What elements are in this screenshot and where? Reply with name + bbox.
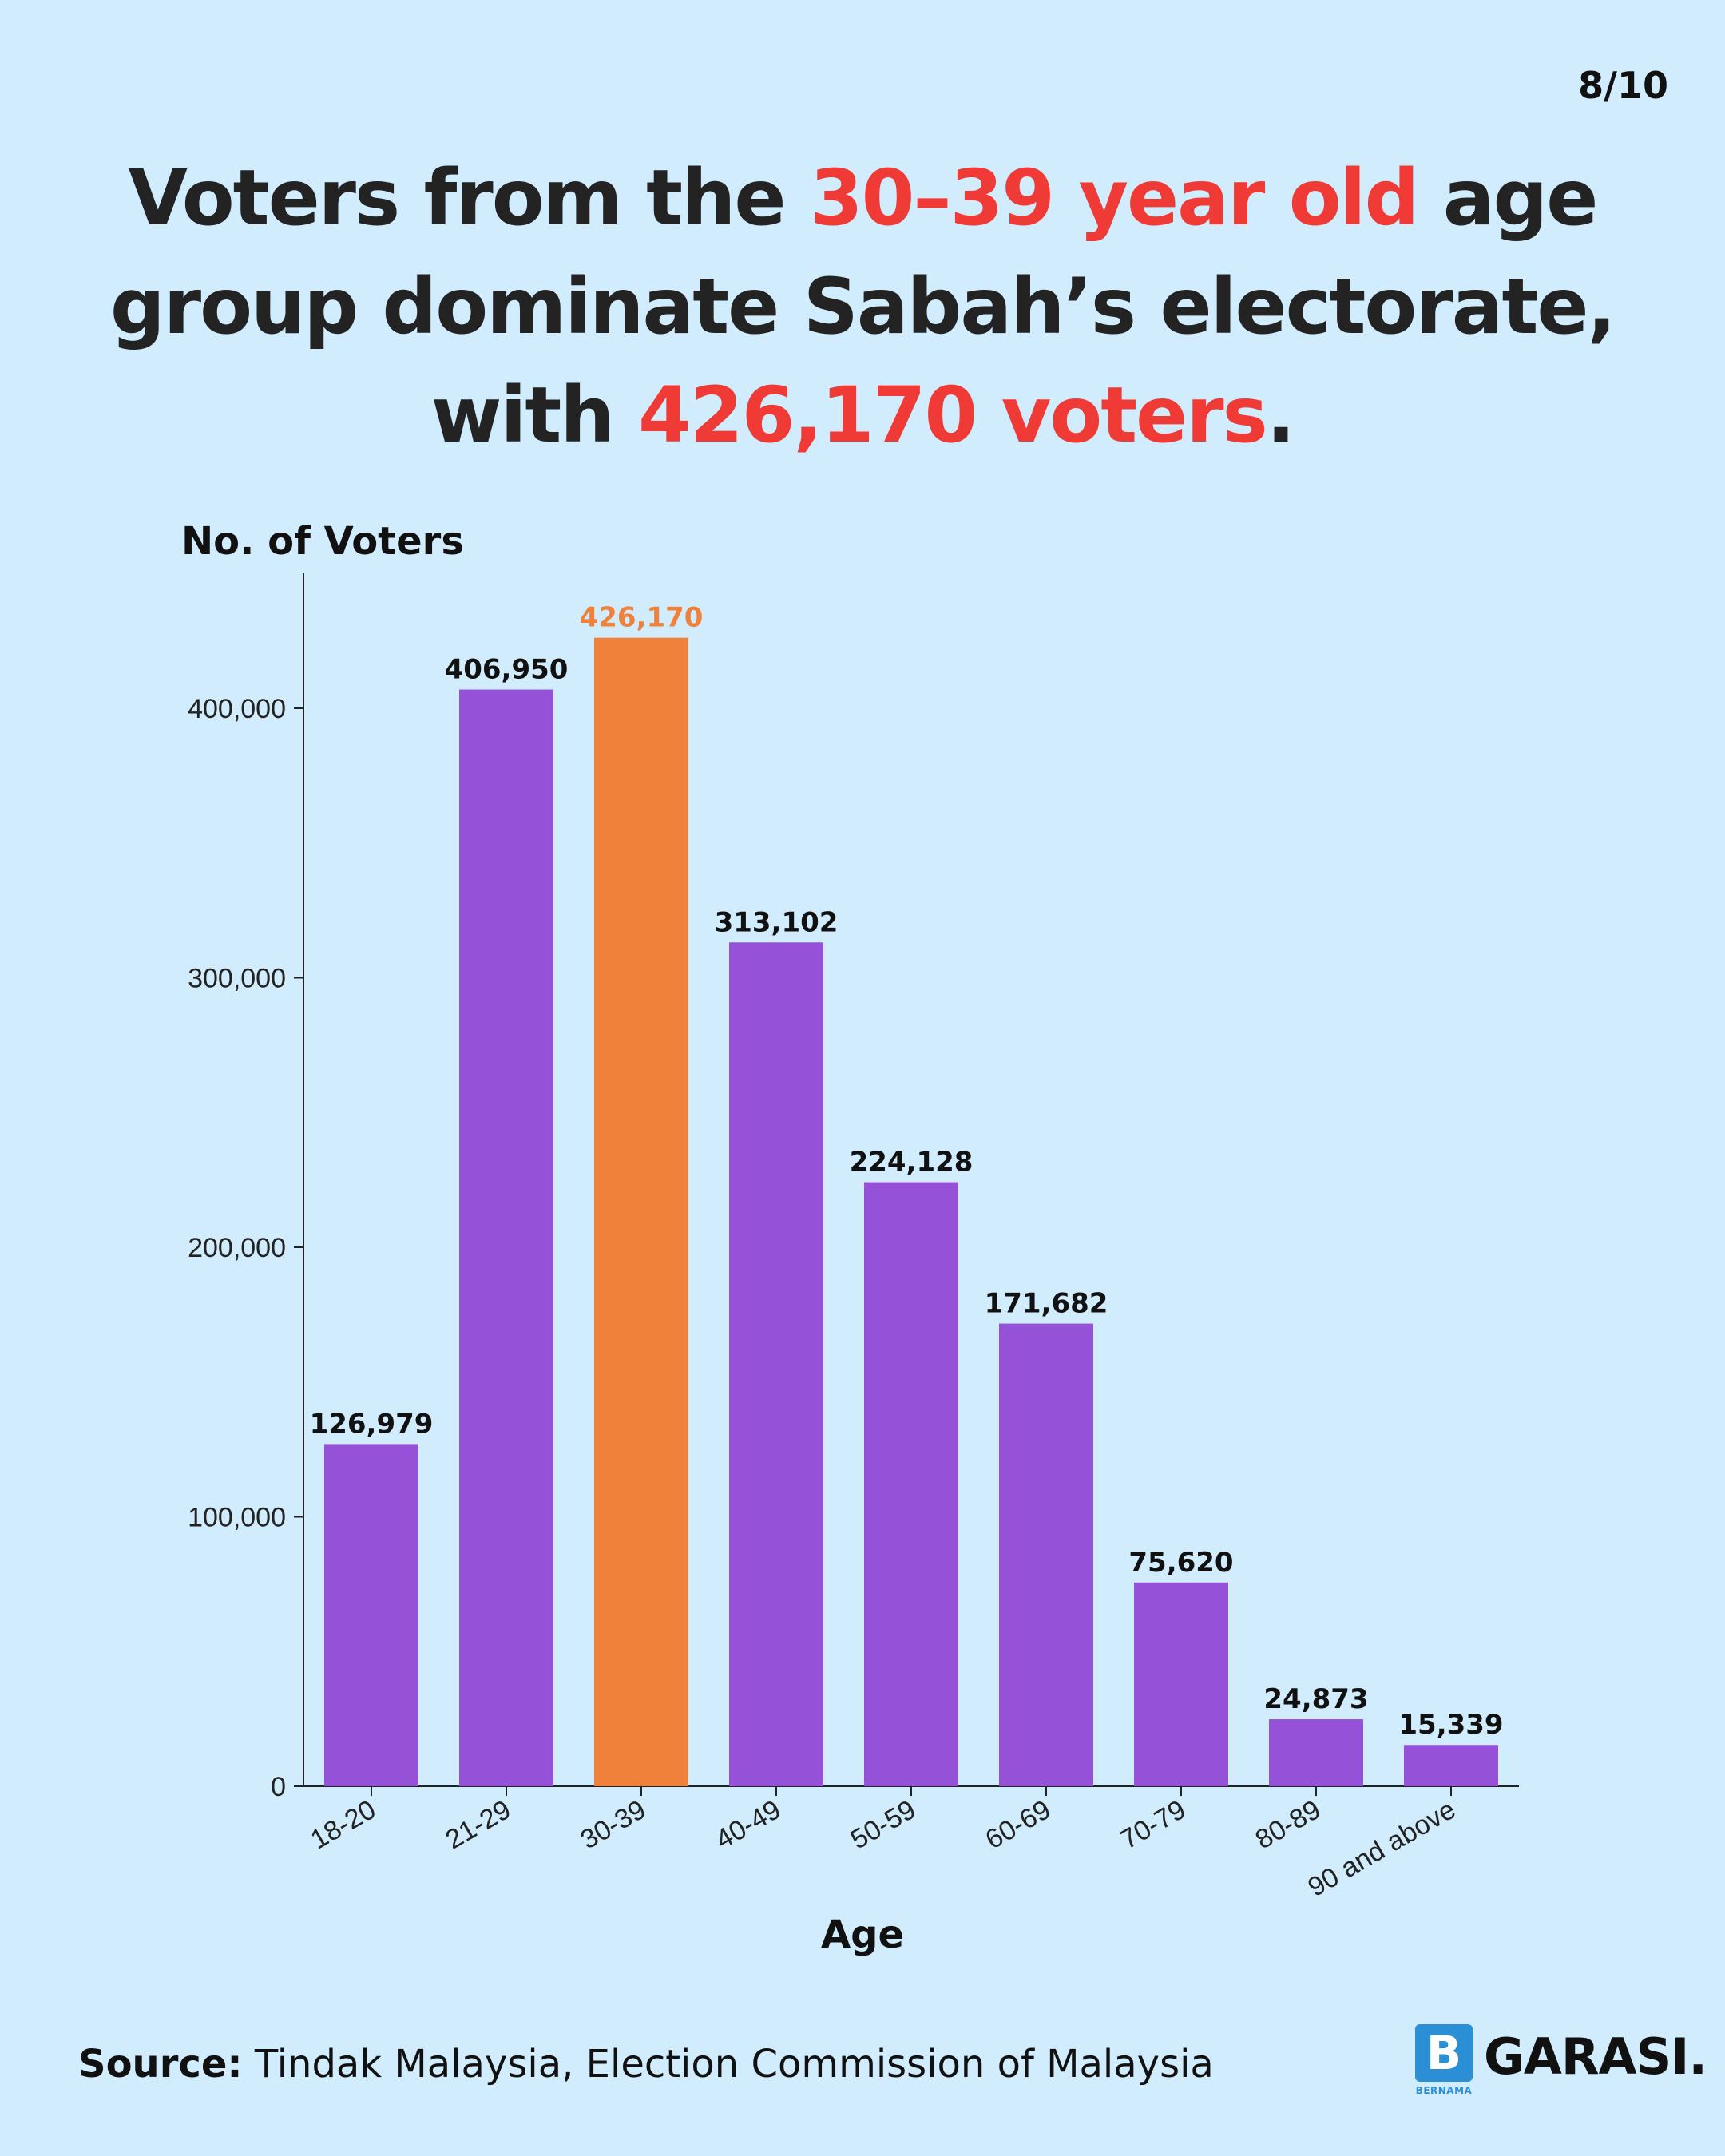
source-label: Source:: [78, 2042, 243, 2087]
x-tick-label: 60-69: [981, 1794, 1056, 1855]
x-tick-label: 50-59: [846, 1794, 921, 1855]
bar-value-label: 75,620: [1128, 1547, 1233, 1579]
source-note: Source: Tindak Malaysia, Election Commis…: [78, 2042, 1214, 2087]
bar-value-label: 406,950: [445, 654, 569, 686]
bar-value-label: 426,170: [580, 602, 704, 634]
source-text: Tindak Malaysia, Election Commission of …: [242, 2042, 1214, 2087]
bar-value-label: 24,873: [1263, 1683, 1368, 1715]
y-tick-label: 0: [271, 1772, 286, 1802]
x-tick-label: 40-49: [711, 1794, 786, 1855]
garasi-wordmark: GARASI.: [1484, 2027, 1707, 2086]
bar-value-label: 171,682: [985, 1288, 1108, 1320]
chart-title: Voters from the 30–39 year old age group…: [64, 144, 1661, 470]
bar-90-and-above: [1404, 1745, 1498, 1786]
bar-30-39: [594, 637, 688, 1786]
y-tick-label: 300,000: [188, 964, 286, 994]
x-tick-label: 90 and above: [1303, 1794, 1461, 1903]
bar-60-69: [999, 1323, 1093, 1786]
title-highlight-age-group: 30–39 year old: [809, 153, 1419, 243]
y-tick-label: 400,000: [188, 694, 286, 724]
title-highlight-voter-count: 426,170 voters: [638, 371, 1268, 460]
y-axis-label: No. of Voters: [181, 519, 464, 564]
x-tick-label: 21-29: [441, 1794, 516, 1855]
bar-value-label: 313,102: [715, 906, 839, 938]
x-tick-label: 30-39: [576, 1794, 651, 1855]
bar-21-29: [459, 689, 553, 1787]
bernama-logo-icon: B: [1415, 2024, 1473, 2082]
bar-40-49: [729, 942, 823, 1786]
bernama-logo-caption: BERNAMA: [1415, 2085, 1473, 2096]
title-part-1: Voters from the: [128, 153, 810, 243]
title-part-2: age group dominate Sabah’s electorate, w…: [110, 153, 1616, 460]
x-tick-label: 70-79: [1116, 1794, 1191, 1855]
title-part-3: .: [1266, 371, 1295, 460]
x-axis-label: Age: [820, 1912, 905, 1957]
bar-18-20: [324, 1444, 418, 1786]
y-tick-label: 100,000: [188, 1503, 286, 1533]
page-indicator: 8/10: [1578, 64, 1668, 107]
y-tick-label: 200,000: [188, 1233, 286, 1263]
bar-value-label: 126,979: [310, 1408, 434, 1440]
bar-value-label: 224,128: [850, 1147, 974, 1179]
bar-80-89: [1269, 1719, 1363, 1786]
bar-70-79: [1134, 1582, 1228, 1786]
x-tick-label: 80-89: [1251, 1794, 1326, 1855]
bar-50-59: [864, 1182, 958, 1786]
x-tick-label: 18-20: [306, 1794, 381, 1855]
bar-value-label: 15,339: [1398, 1709, 1503, 1741]
